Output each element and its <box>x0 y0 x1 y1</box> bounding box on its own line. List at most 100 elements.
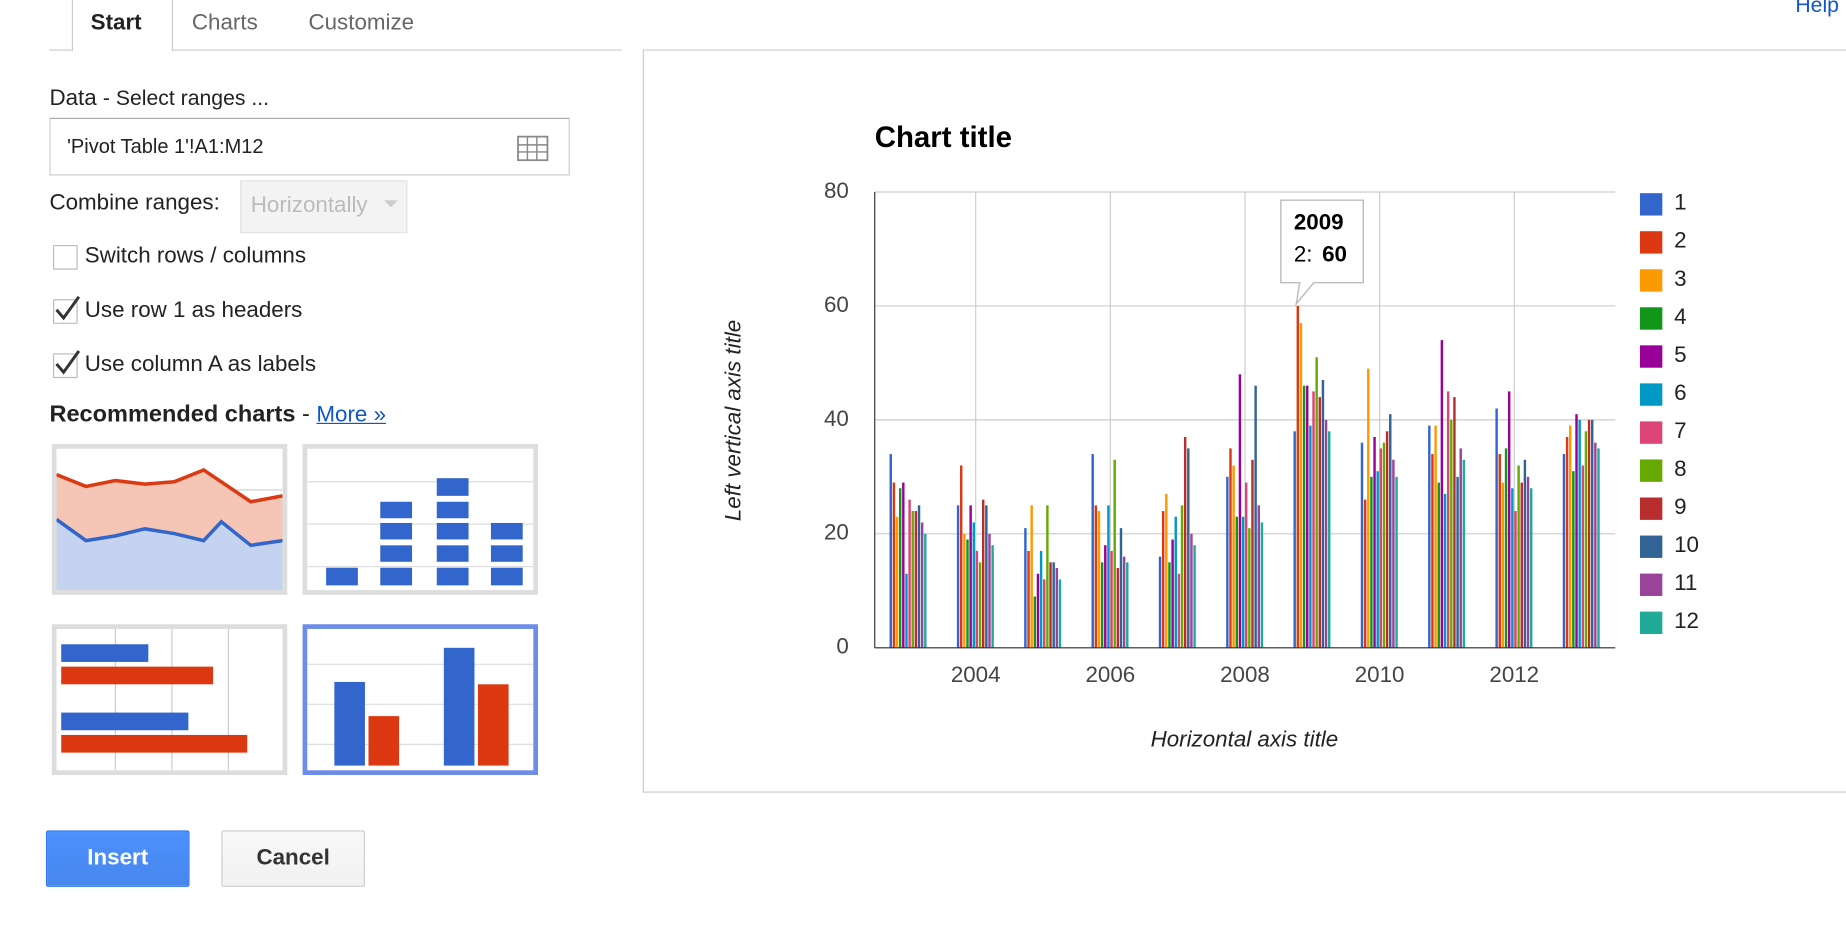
bar <box>1257 505 1260 648</box>
help-link[interactable]: Help <box>1795 0 1839 17</box>
bar <box>1504 448 1508 648</box>
bar <box>889 454 892 648</box>
thumb-stacked-svg <box>307 478 534 586</box>
range-input[interactable] <box>49 117 570 176</box>
bar <box>969 505 972 648</box>
bar <box>1241 516 1245 648</box>
bar <box>911 511 914 648</box>
more-link[interactable]: More » <box>316 402 387 428</box>
data-label-hint: - Select ranges ... <box>102 85 270 110</box>
bar <box>1058 579 1062 648</box>
header-label[interactable]: Use row 1 as headers <box>84 297 303 323</box>
y-axis-title: Left vertical axis title <box>721 320 746 521</box>
bar <box>1382 442 1386 648</box>
bar <box>920 522 924 648</box>
bar <box>1043 579 1046 648</box>
bar <box>1183 436 1187 648</box>
bar <box>1498 454 1501 648</box>
bar <box>1328 431 1331 648</box>
bar <box>1462 459 1466 648</box>
bar <box>1174 516 1177 648</box>
bar <box>1094 505 1098 648</box>
bar <box>1569 425 1572 648</box>
bar <box>1024 528 1027 648</box>
tab-start[interactable] <box>71 0 174 52</box>
bar <box>1119 528 1123 648</box>
bar <box>1113 459 1116 648</box>
legend-swatch <box>1639 497 1663 520</box>
switch-label[interactable]: Switch rows / columns <box>84 243 307 269</box>
thumb-area-chart[interactable] <box>51 444 288 595</box>
thumb-stacked-column[interactable] <box>302 444 539 595</box>
bar <box>1049 562 1052 648</box>
bar <box>985 505 988 648</box>
legend-swatch <box>1639 535 1663 558</box>
thumb-bar-chart[interactable] <box>51 624 288 775</box>
cancel-button[interactable]: Cancel <box>221 830 365 887</box>
bar <box>908 499 911 648</box>
thumb-column-svg <box>307 647 534 766</box>
labels-label[interactable]: Use column A as labels <box>84 352 317 377</box>
legend-swatch <box>1639 193 1663 216</box>
checkmark-path <box>55 350 81 375</box>
tab-customize-label[interactable]: Customize <box>308 10 415 36</box>
bar <box>1501 482 1505 648</box>
bar <box>1456 476 1459 648</box>
tab-charts-label[interactable]: Charts <box>191 10 258 36</box>
bar <box>1318 397 1322 648</box>
legend-label: 11 <box>1674 570 1697 595</box>
thumb-column-chart-selected[interactable] <box>302 624 539 775</box>
bar <box>1302 385 1306 648</box>
legend-label: 6 <box>1674 380 1686 405</box>
thumb-column <box>368 716 400 766</box>
bar <box>1562 454 1566 648</box>
x-tick-label: 2006 <box>1085 662 1135 687</box>
bar <box>1523 459 1527 648</box>
x-tick-label: 2010 <box>1355 662 1405 687</box>
tooltip-label: 2: <box>1294 241 1313 266</box>
bar <box>1440 340 1444 648</box>
legend-label: 2 <box>1674 228 1686 253</box>
combine-dropdown <box>240 180 408 234</box>
bar <box>1110 550 1113 648</box>
bar <box>1367 368 1370 648</box>
bar <box>1171 539 1174 648</box>
legend-swatch <box>1639 307 1663 330</box>
bar <box>1324 419 1328 648</box>
bar <box>1039 550 1043 648</box>
bar <box>963 533 966 648</box>
bar <box>1309 425 1312 648</box>
bar <box>1392 459 1395 648</box>
grid-icon[interactable] <box>517 135 549 162</box>
x-tick-label: 2004 <box>951 662 1001 687</box>
bar <box>1177 573 1181 648</box>
thumb-blocks <box>326 478 523 586</box>
bar <box>1373 436 1376 648</box>
bar <box>1046 505 1049 648</box>
bar <box>1385 431 1389 648</box>
bar <box>1594 442 1597 648</box>
bar <box>917 505 921 648</box>
switch-checkbox[interactable] <box>52 244 78 270</box>
legend-swatch <box>1639 345 1663 368</box>
bar <box>988 533 991 648</box>
bar <box>972 522 975 648</box>
legend-swatch <box>1639 383 1663 406</box>
y-tick-label: 80 <box>824 178 849 203</box>
tab-start-label[interactable]: Start <box>90 10 142 36</box>
bar <box>1514 511 1517 648</box>
bar <box>1459 448 1462 648</box>
bar <box>924 533 927 648</box>
bar <box>1591 419 1594 648</box>
bar <box>1572 471 1575 648</box>
tooltip: 2009 2: 60 <box>1280 199 1365 307</box>
recommended-title: Recommended charts <box>49 401 296 428</box>
tooltip-box <box>1280 199 1365 307</box>
x-tick-label: 2012 <box>1489 662 1539 687</box>
insert-button[interactable]: Insert <box>45 830 190 887</box>
bar <box>1360 442 1364 648</box>
bar <box>1161 511 1165 648</box>
data-label-main: Data <box>49 85 97 111</box>
bar <box>1036 573 1040 648</box>
